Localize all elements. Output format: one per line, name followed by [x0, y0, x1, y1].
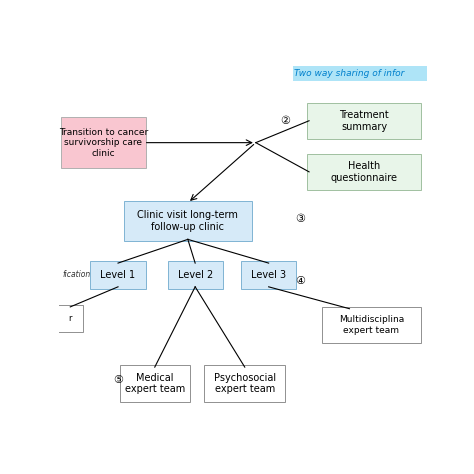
FancyBboxPatch shape — [307, 154, 421, 190]
Text: Clinic visit long-term
follow-up clinic: Clinic visit long-term follow-up clinic — [137, 210, 238, 232]
FancyBboxPatch shape — [168, 261, 223, 289]
Text: Psychosocial
expert team: Psychosocial expert team — [214, 373, 276, 394]
Text: Multidisciplina
expert team: Multidisciplina expert team — [339, 315, 404, 335]
FancyBboxPatch shape — [204, 365, 285, 402]
Text: Level 1: Level 1 — [100, 270, 136, 280]
Text: Level 3: Level 3 — [251, 270, 286, 280]
Text: ④: ④ — [295, 276, 305, 286]
Text: Transition to cancer
survivorship care
clinic: Transition to cancer survivorship care c… — [59, 128, 148, 157]
FancyBboxPatch shape — [61, 117, 146, 168]
Text: Level 2: Level 2 — [178, 270, 213, 280]
Text: ③: ③ — [295, 214, 305, 224]
Text: fication: fication — [63, 270, 91, 279]
FancyBboxPatch shape — [91, 261, 146, 289]
FancyBboxPatch shape — [307, 102, 421, 139]
Text: r: r — [69, 314, 72, 323]
Text: Treatment
summary: Treatment summary — [339, 110, 389, 132]
FancyBboxPatch shape — [57, 305, 83, 332]
Text: ②: ② — [280, 116, 290, 126]
FancyBboxPatch shape — [124, 201, 252, 241]
FancyBboxPatch shape — [322, 307, 421, 343]
FancyBboxPatch shape — [120, 365, 190, 402]
Text: Health
questionnaire: Health questionnaire — [331, 161, 398, 182]
Text: Medical
expert team: Medical expert team — [125, 373, 185, 394]
Text: Two way sharing of infor: Two way sharing of infor — [294, 69, 405, 78]
FancyBboxPatch shape — [292, 66, 427, 81]
FancyBboxPatch shape — [241, 261, 296, 289]
Text: ⑤: ⑤ — [113, 375, 123, 385]
